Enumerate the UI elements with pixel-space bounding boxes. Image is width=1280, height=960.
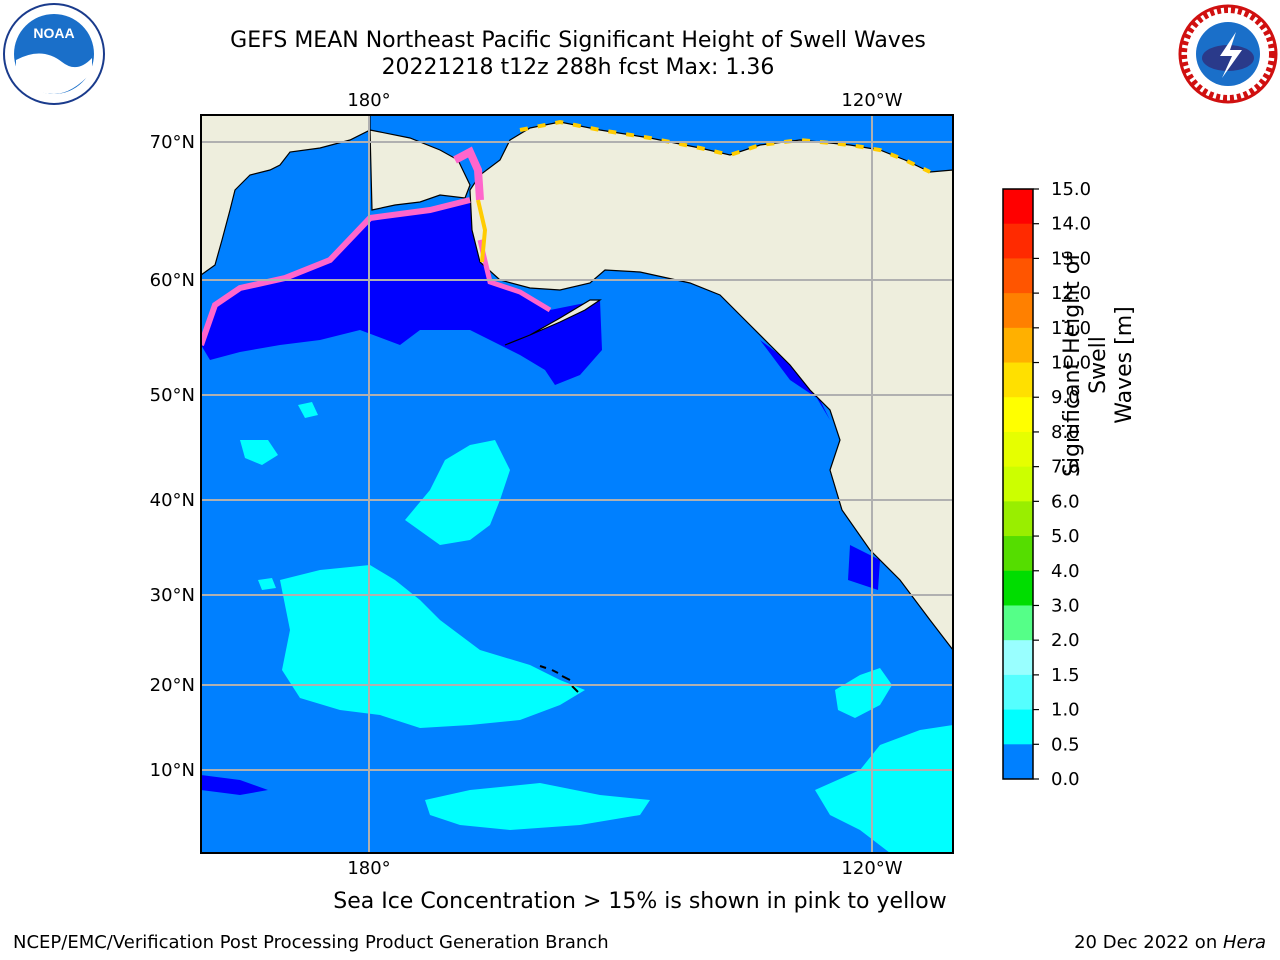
low-swell-zone [760, 340, 830, 420]
hawaii-islands [539, 665, 579, 693]
colorbar-tick-label: 3.0 [1051, 595, 1080, 616]
colorbar-bin [1003, 327, 1033, 364]
colorbar-tick-label: 1.5 [1051, 665, 1080, 686]
date-stamp: 20 Dec 2022 on Hera [1074, 932, 1266, 953]
colorbar-bin [1003, 501, 1033, 537]
sea-ice-fringe [201, 197, 471, 346]
high-swell-zone [298, 402, 318, 418]
lat-label-70n: 70°N [150, 132, 195, 153]
colorbar-bin [1003, 362, 1033, 398]
lon-label-bottom-120w: 120°W [841, 858, 902, 879]
colorbar: 15.0 14.0 13.0 12.0 11.0 10.0 9.0 8.0 7.0 6.0 5.0 4… [1002, 179, 1091, 790]
lat-label-60n: 60°N [150, 270, 195, 291]
colorbar-bin [1003, 293, 1033, 329]
colorbar-bin [1003, 744, 1033, 780]
lon-label-top-180: 180° [347, 90, 390, 111]
high-swell-zone [835, 668, 892, 718]
colorbar-bin [1003, 258, 1033, 294]
colorbar-bin [1003, 189, 1033, 225]
lat-label-40n: 40°N [150, 490, 195, 511]
colorbar-bin [1003, 674, 1033, 711]
colorbar-bin [1003, 466, 1033, 502]
credit-text: NCEP/EMC/Verification Post Processing Pr… [13, 932, 609, 953]
high-swell-zone [425, 783, 650, 830]
colorbar-tick-label: 13.0 [1051, 248, 1091, 269]
colorbar-tick-label: 4.0 [1051, 561, 1080, 582]
lon-label-top-120w: 120°W [841, 90, 902, 111]
colorbar-bin [1003, 431, 1033, 468]
lat-label-30n: 30°N [150, 585, 195, 606]
sea-ice-fringe [519, 119, 931, 174]
sea-ice-fringe [477, 239, 552, 313]
high-swell-zone [405, 440, 510, 545]
colorbar-bin [1003, 605, 1033, 641]
sea-ice-fringe [476, 199, 488, 263]
colorbar-tick-label: 2.0 [1051, 630, 1080, 651]
colorbar-tick-label: 7.0 [1051, 457, 1080, 478]
host-name: Hera [1222, 932, 1266, 953]
colorbar-bin [1003, 536, 1033, 572]
nws-logo [1178, 4, 1278, 104]
colorbar-tick-label: 9.0 [1051, 387, 1080, 408]
lat-label-10n: 10°N [150, 760, 195, 781]
colorbar-tick-label: 14.0 [1051, 214, 1091, 235]
colorbar-bin [1003, 709, 1033, 745]
colorbar-tick-label: 0.5 [1051, 734, 1080, 755]
sea-ice-fringe [453, 146, 484, 201]
chart-title: GEFS MEAN Northeast Pacific Significant … [230, 28, 926, 53]
colorbar-bin [1003, 570, 1033, 606]
low-swell-zone [201, 200, 602, 385]
colorbar-frame [1002, 188, 1034, 780]
high-swell-zone [258, 578, 276, 590]
colorbar-title-line1: Significant Height of Swell [1060, 252, 1111, 478]
colorbar-tick-label: 10.0 [1051, 353, 1091, 374]
high-swell-zone [280, 565, 585, 728]
colorbar-bin [1003, 223, 1033, 259]
colorbar-tick-label: 11.0 [1051, 318, 1091, 339]
colorbar-bin [1003, 397, 1033, 433]
chart-subtitle: 20221218 t12z 288h fcst Max: 1.36 [381, 55, 775, 80]
lat-label-50n: 50°N [150, 385, 195, 406]
map-area [201, 115, 953, 853]
lat-label-20n: 20°N [150, 675, 195, 696]
land-siberia-east [369, 129, 471, 211]
colorbar-tick-label: 0.0 [1051, 769, 1080, 790]
noaa-logo-text: NOAA [33, 25, 74, 41]
colorbar-tick-label: 12.0 [1051, 283, 1091, 304]
colorbar-tick-label: 6.0 [1051, 491, 1080, 512]
colorbar-title: Significant Height of Swell Waves [m] [1060, 245, 1138, 485]
colorbar-tick-label: 15.0 [1051, 179, 1091, 200]
map-frame [200, 114, 954, 854]
colorbar-tick-label: 8.0 [1051, 422, 1080, 443]
grid [201, 115, 953, 853]
sea-ice-caption: Sea Ice Concentration > 15% is shown in … [333, 889, 947, 914]
colorbar-title-line2: Waves [m] [1112, 306, 1137, 424]
date-text: 20 Dec 2022 on [1074, 932, 1223, 953]
colorbar-tick-label: 5.0 [1051, 526, 1080, 547]
high-swell-zone [240, 440, 278, 465]
colorbar-bin [1003, 640, 1033, 676]
low-swell-zone [201, 775, 268, 795]
colorbar-tick-label: 1.0 [1051, 700, 1080, 721]
noaa-logo: NOAA [3, 3, 105, 105]
high-swell-zone [815, 725, 953, 853]
land-siberia [201, 115, 371, 276]
land-alaska-peninsula [504, 299, 602, 346]
lon-label-bottom-180: 180° [347, 858, 390, 879]
